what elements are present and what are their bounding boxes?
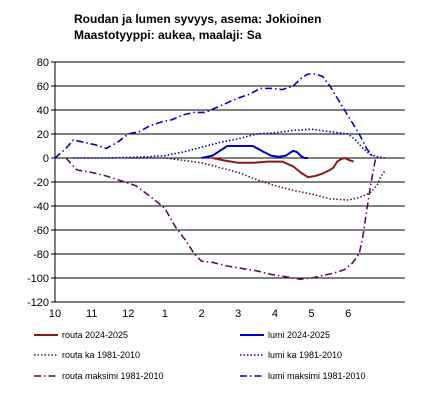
y-tick-label: -100 xyxy=(27,273,49,285)
y-tick-labels: 80 60 40 20 0 -20 -40 -60 -80 -100 -120 xyxy=(27,57,49,309)
y-tick-label: -80 xyxy=(33,249,49,261)
legend-label-6: lumi maksimi 1981-2010 xyxy=(268,371,366,381)
legend-label-1: routa 2024-2025 xyxy=(62,330,128,340)
series-group xyxy=(54,73,386,280)
series-line-1 xyxy=(212,157,355,179)
y-tick-label: 40 xyxy=(37,105,49,117)
x-tick-label: 6 xyxy=(345,308,351,320)
legend-label-2: lumi 2024-2025 xyxy=(268,330,330,340)
chart-subtitle: Maastotyyppi: aukea, maalaji: Sa xyxy=(74,28,262,42)
y-tick-label: -40 xyxy=(33,201,49,213)
axes xyxy=(51,61,405,303)
y-tick-label: 60 xyxy=(37,81,49,93)
x-tick-labels: 10 11 12 1 2 3 4 5 6 xyxy=(49,308,351,320)
legend-label-4: lumi ka 1981-2010 xyxy=(268,350,342,360)
x-tick-label: 10 xyxy=(49,308,61,320)
legend-label-5: routa maksimi 1981-2010 xyxy=(62,371,164,381)
y-tick-label: 80 xyxy=(37,57,49,69)
series-line-4 xyxy=(73,128,385,159)
y-tick-label: -120 xyxy=(27,297,49,309)
y-tick-label: 20 xyxy=(37,129,49,141)
x-tick-label: 4 xyxy=(272,308,278,320)
legend: routa 2024-2025 lumi 2024-2025 routa ka 19… xyxy=(34,330,366,381)
series-line-5 xyxy=(65,157,377,280)
legend-label-3: routa ka 1981-2010 xyxy=(62,350,140,360)
x-tick-label: 11 xyxy=(86,308,97,320)
chart-title-block: Roudan ja lumen syvyys, asema: Jokioinen… xyxy=(74,11,321,43)
series-line-3 xyxy=(128,157,386,201)
series-line-2 xyxy=(201,145,308,159)
chart-title: Roudan ja lumen syvyys, asema: Jokioinen xyxy=(74,12,322,26)
x-tick-label: 2 xyxy=(199,308,205,320)
x-tick-label: 3 xyxy=(235,308,241,320)
y-tick-label: 0 xyxy=(43,153,49,165)
x-tick-label: 5 xyxy=(308,308,314,320)
y-tick-label: -60 xyxy=(33,225,49,237)
x-tick-label: 12 xyxy=(122,308,134,320)
x-tick-label: 1 xyxy=(162,308,168,320)
series-line-6 xyxy=(54,73,375,159)
y-tick-label: -20 xyxy=(33,177,49,189)
